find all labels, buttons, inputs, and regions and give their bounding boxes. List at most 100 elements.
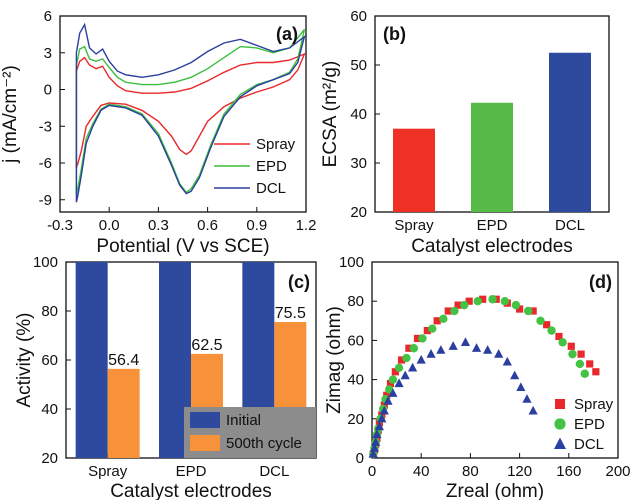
panel-d-ytick-label: 80 [347, 293, 364, 310]
panel-d-point-spray [397, 356, 406, 364]
panel-d-point-epd [524, 306, 533, 316]
panel-d-ytick-label: 60 [347, 332, 364, 349]
panel-c-ytick-label: 40 [41, 401, 58, 418]
panel-a-legend: Spray EPD DCL [214, 136, 296, 197]
panel-d-point-epd [547, 326, 556, 335]
panel-a-ytick-label: -9 [39, 192, 52, 209]
panel-d-point-epd [511, 300, 521, 310]
panel-d-xtick-label: 120 [507, 463, 532, 480]
panel-c-bar-spray-cycled [107, 368, 140, 458]
panel-d-xtick-label: 40 [413, 463, 430, 480]
panel-c-xtick-label: Spray [88, 463, 128, 480]
panel-c-legend: Initial 500th cycle [184, 407, 316, 458]
panel-c-legend-swatch [190, 412, 220, 428]
panel-d-point-dcl [383, 396, 393, 405]
panel-d-point-dcl [374, 421, 384, 431]
panel-d-ytick-label: 0 [356, 450, 364, 467]
panel-d-legend-marker [554, 418, 566, 430]
panel-a-xtick-label: 0.3 [148, 217, 169, 234]
panel-b-xtick-label: EPD [477, 217, 508, 234]
panel-d-legend: Spray EPD DCL [554, 396, 614, 453]
panel-d-point-spray [465, 297, 473, 305]
panel-d-point-dcl [388, 388, 398, 397]
panel-a-ytick-label: 3 [44, 45, 52, 62]
panel-d-point-dcl [394, 378, 404, 388]
panel-d-point-spray [555, 332, 563, 341]
panel-b-bar-spray [393, 128, 435, 212]
panel-d-point-spray [543, 321, 551, 329]
panel-b-xtick-label: DCL [555, 217, 585, 234]
panel-d-point-spray [567, 342, 575, 350]
panel-a-series-epd [75, 29, 306, 195]
panel-d-point-spray [529, 307, 537, 315]
panel-d-point-epd [388, 375, 398, 384]
panel-d-point-dcl [372, 429, 382, 439]
panel-d-legend-marker [555, 399, 565, 409]
panel-a-ytick-label: 0 [44, 82, 52, 99]
panel-b-ytick-label: 40 [350, 106, 367, 123]
panel-d-frame [371, 261, 619, 459]
panel-d-point-epd [500, 297, 510, 306]
panel-a-ytick-label: -3 [39, 118, 52, 135]
panel-c-ytick-label: 100 [33, 254, 58, 271]
panel-a-xlabel: Potential (V vs SCE) [96, 236, 269, 257]
panel-c-tag: (c) [288, 272, 310, 292]
panel-d-point-spray [413, 334, 422, 343]
panel-d-point-epd [460, 300, 469, 310]
panel-d-point-epd [473, 297, 482, 306]
panel-d-point-epd [394, 363, 404, 373]
panel-d-point-dcl [528, 405, 538, 415]
panel-d-point-dcl [522, 394, 532, 403]
panel-b: 20 30 40 50 60 Spray EPD DCL (b) Catalyst elect… [320, 8, 610, 257]
panel-b-bar-epd [471, 102, 513, 212]
panel-c-ytick-label: 80 [41, 303, 58, 320]
panel-c-data-label: 62.5 [191, 337, 222, 354]
panel-a-legend-label: Spray [256, 136, 296, 153]
panel-d-point-dcl [483, 345, 493, 354]
panel-d-point-epd [575, 359, 585, 369]
panel-d-point-epd [450, 306, 459, 316]
panel-a-xtick-label: 0.9 [246, 217, 267, 234]
panel-c-xtick-label: DCL [259, 463, 289, 480]
panel-d-point-spray [405, 344, 413, 352]
panel-c-ytick-label: 20 [41, 450, 58, 467]
panel-a-series-dcl [75, 22, 306, 203]
panel-a-xtick-label: 1.2 [296, 217, 317, 234]
panel-c-data-label: 56.4 [108, 352, 139, 369]
panel-b-tag: (b) [383, 24, 406, 44]
panel-d-point-spray [479, 295, 487, 303]
panel-d-point-dcl [377, 413, 387, 423]
panel-b-ytick-label: 30 [350, 155, 367, 172]
panel-a-legend-label: DCL [256, 180, 286, 197]
panel-c-bar-spray-initial [75, 262, 108, 458]
panel-d-ytick-label: 40 [347, 372, 364, 389]
panel-d-point-spray [454, 301, 462, 309]
panel-b-bar-dcl [549, 52, 591, 212]
panel-d-point-epd [580, 369, 589, 378]
panel-c-legend-swatch [190, 435, 220, 451]
panel-a-series-spray [75, 52, 306, 169]
panel-d-xtick-label: 200 [605, 463, 630, 480]
panel-d-xtick-label: 160 [556, 463, 581, 480]
panel-a: -0.3 0.0 0.3 0.6 0.9 1.2 6 3 0 -3 -6 -9 (a) Spray EP… [0, 8, 316, 257]
panel-d-legend-label: Spray [574, 396, 614, 413]
panel-d-point-spray [423, 327, 431, 335]
panel-d-legend-marker [554, 437, 566, 449]
panel-b-xlabel: Catalyst electrodes [411, 236, 573, 257]
panel-b-xtick-label: Spray [394, 217, 434, 234]
panel-d-ytick-label: 20 [347, 411, 364, 428]
panel-c-legend-label: Initial [226, 412, 261, 429]
panel-b-ytick-label: 60 [350, 8, 367, 25]
panel-d-tag: (d) [589, 272, 612, 292]
panel-d-ytick-label: 100 [339, 254, 364, 271]
panel-d-point-epd [488, 295, 497, 304]
panel-a-xtick-label: -0.3 [47, 217, 73, 234]
panel-c-ytick-label: 60 [41, 352, 58, 369]
panel-d-point-spray [444, 307, 452, 315]
panel-c-xlabel: Catalyst electrodes [110, 481, 272, 500]
panel-d-point-dcl [460, 337, 471, 346]
panel-d-point-dcl [436, 345, 446, 354]
panel-d-point-epd [439, 314, 448, 324]
